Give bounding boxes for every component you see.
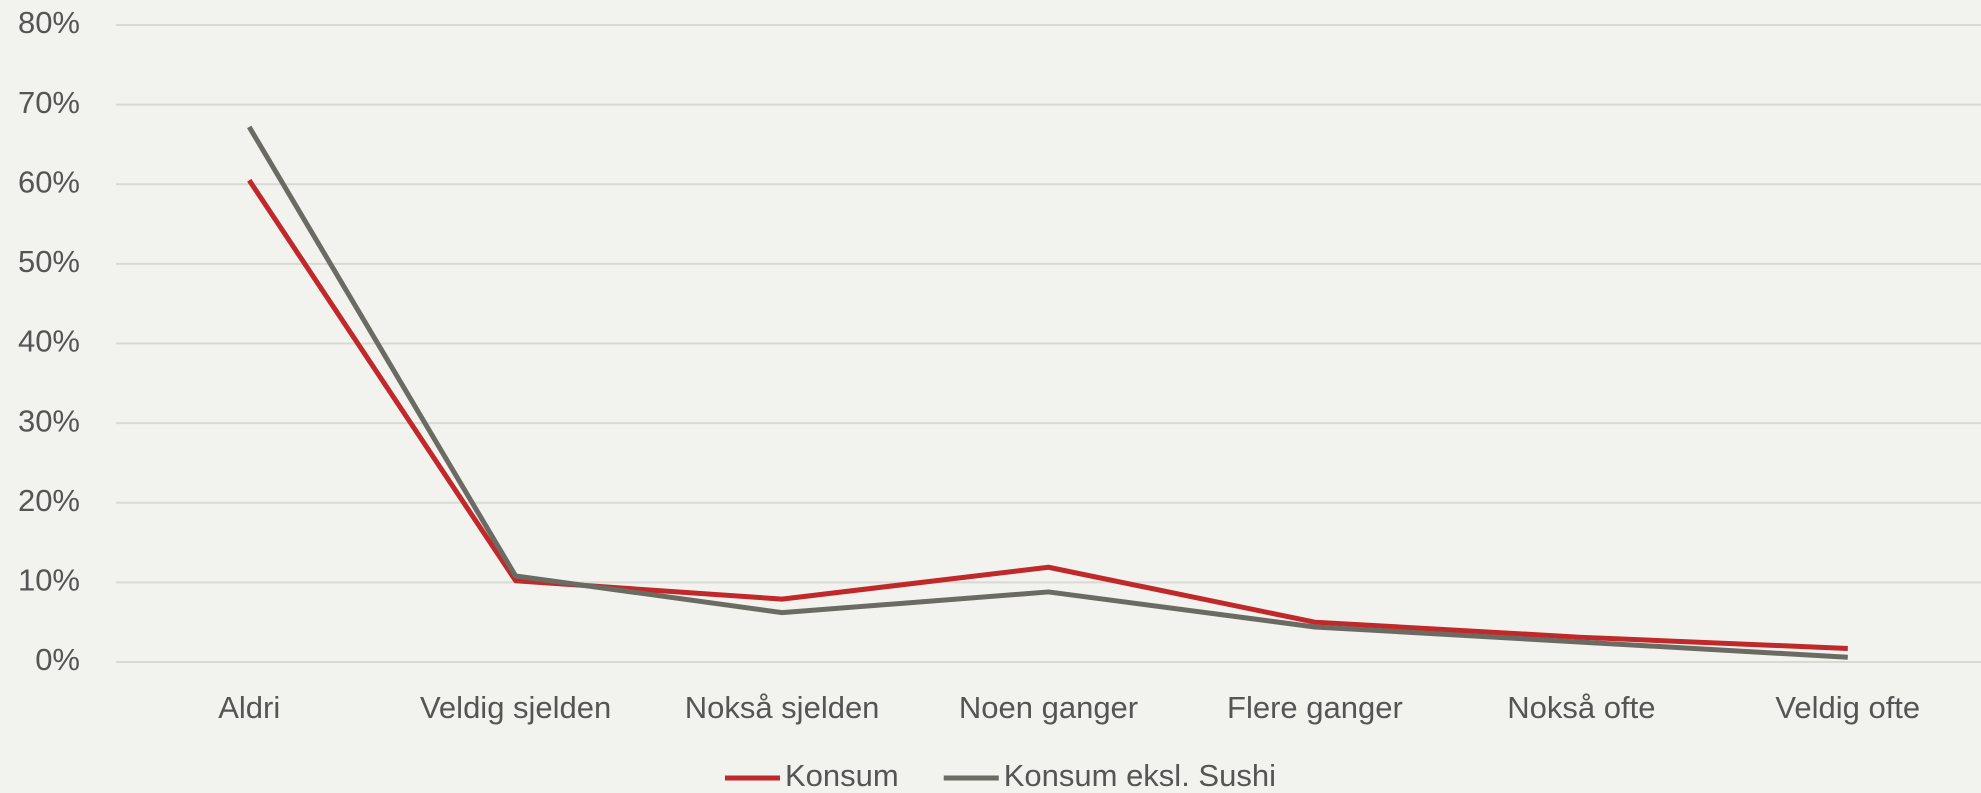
x-tick-label: Aldri <box>218 690 280 725</box>
y-tick-label: 30% <box>18 403 80 438</box>
x-tick-label: Veldig ofte <box>1775 690 1920 725</box>
y-tick-label: 10% <box>18 563 80 598</box>
x-tick-label: Nokså ofte <box>1507 690 1655 725</box>
legend-label: Konsum <box>785 758 899 793</box>
series-line <box>247 178 1848 651</box>
series-line <box>247 125 1848 660</box>
x-tick-label: Noen ganger <box>959 690 1138 725</box>
legend-label: Konsum eksl. Sushi <box>1004 758 1276 793</box>
y-tick-label: 40% <box>18 324 80 359</box>
x-tick-label: Flere ganger <box>1227 690 1403 725</box>
y-tick-label: 20% <box>18 483 80 518</box>
y-tick-label: 50% <box>18 244 80 279</box>
y-tick-label: 0% <box>35 642 80 677</box>
y-tick-label: 80% <box>18 5 80 40</box>
x-tick-label: Veldig sjelden <box>420 690 611 725</box>
y-tick-label: 60% <box>18 164 80 199</box>
y-tick-label: 70% <box>18 85 80 120</box>
x-tick-label: Nokså sjelden <box>685 690 880 725</box>
